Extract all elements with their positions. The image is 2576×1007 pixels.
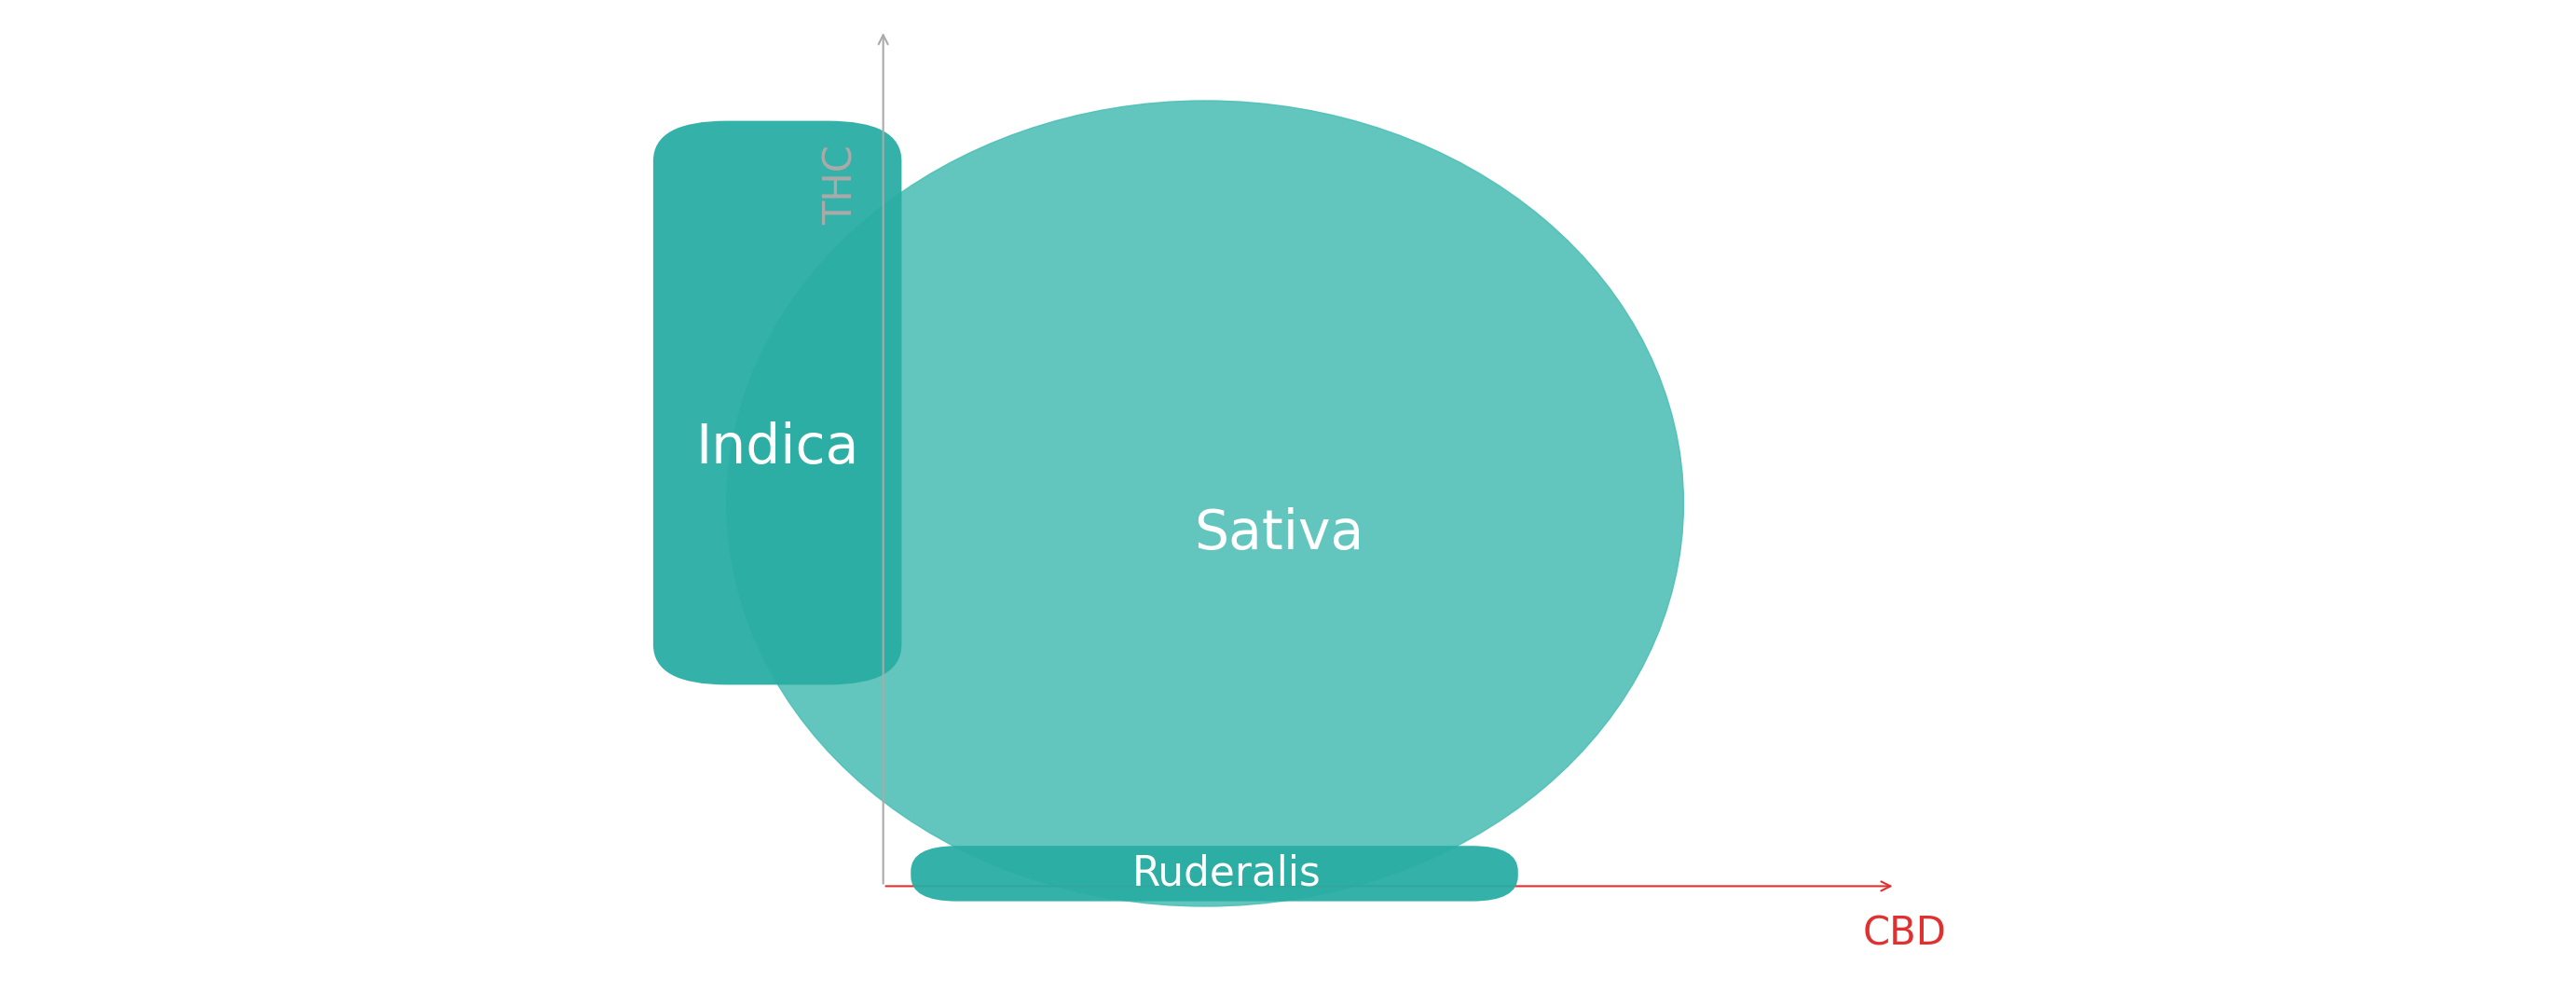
Text: Sativa: Sativa xyxy=(1193,508,1363,560)
Text: THC: THC xyxy=(822,144,860,225)
Text: CBD: CBD xyxy=(1862,914,1947,954)
FancyBboxPatch shape xyxy=(654,121,902,685)
FancyBboxPatch shape xyxy=(912,846,1517,901)
Ellipse shape xyxy=(726,101,1685,906)
Text: Ruderalis: Ruderalis xyxy=(1131,854,1321,893)
Text: Indica: Indica xyxy=(696,421,860,474)
